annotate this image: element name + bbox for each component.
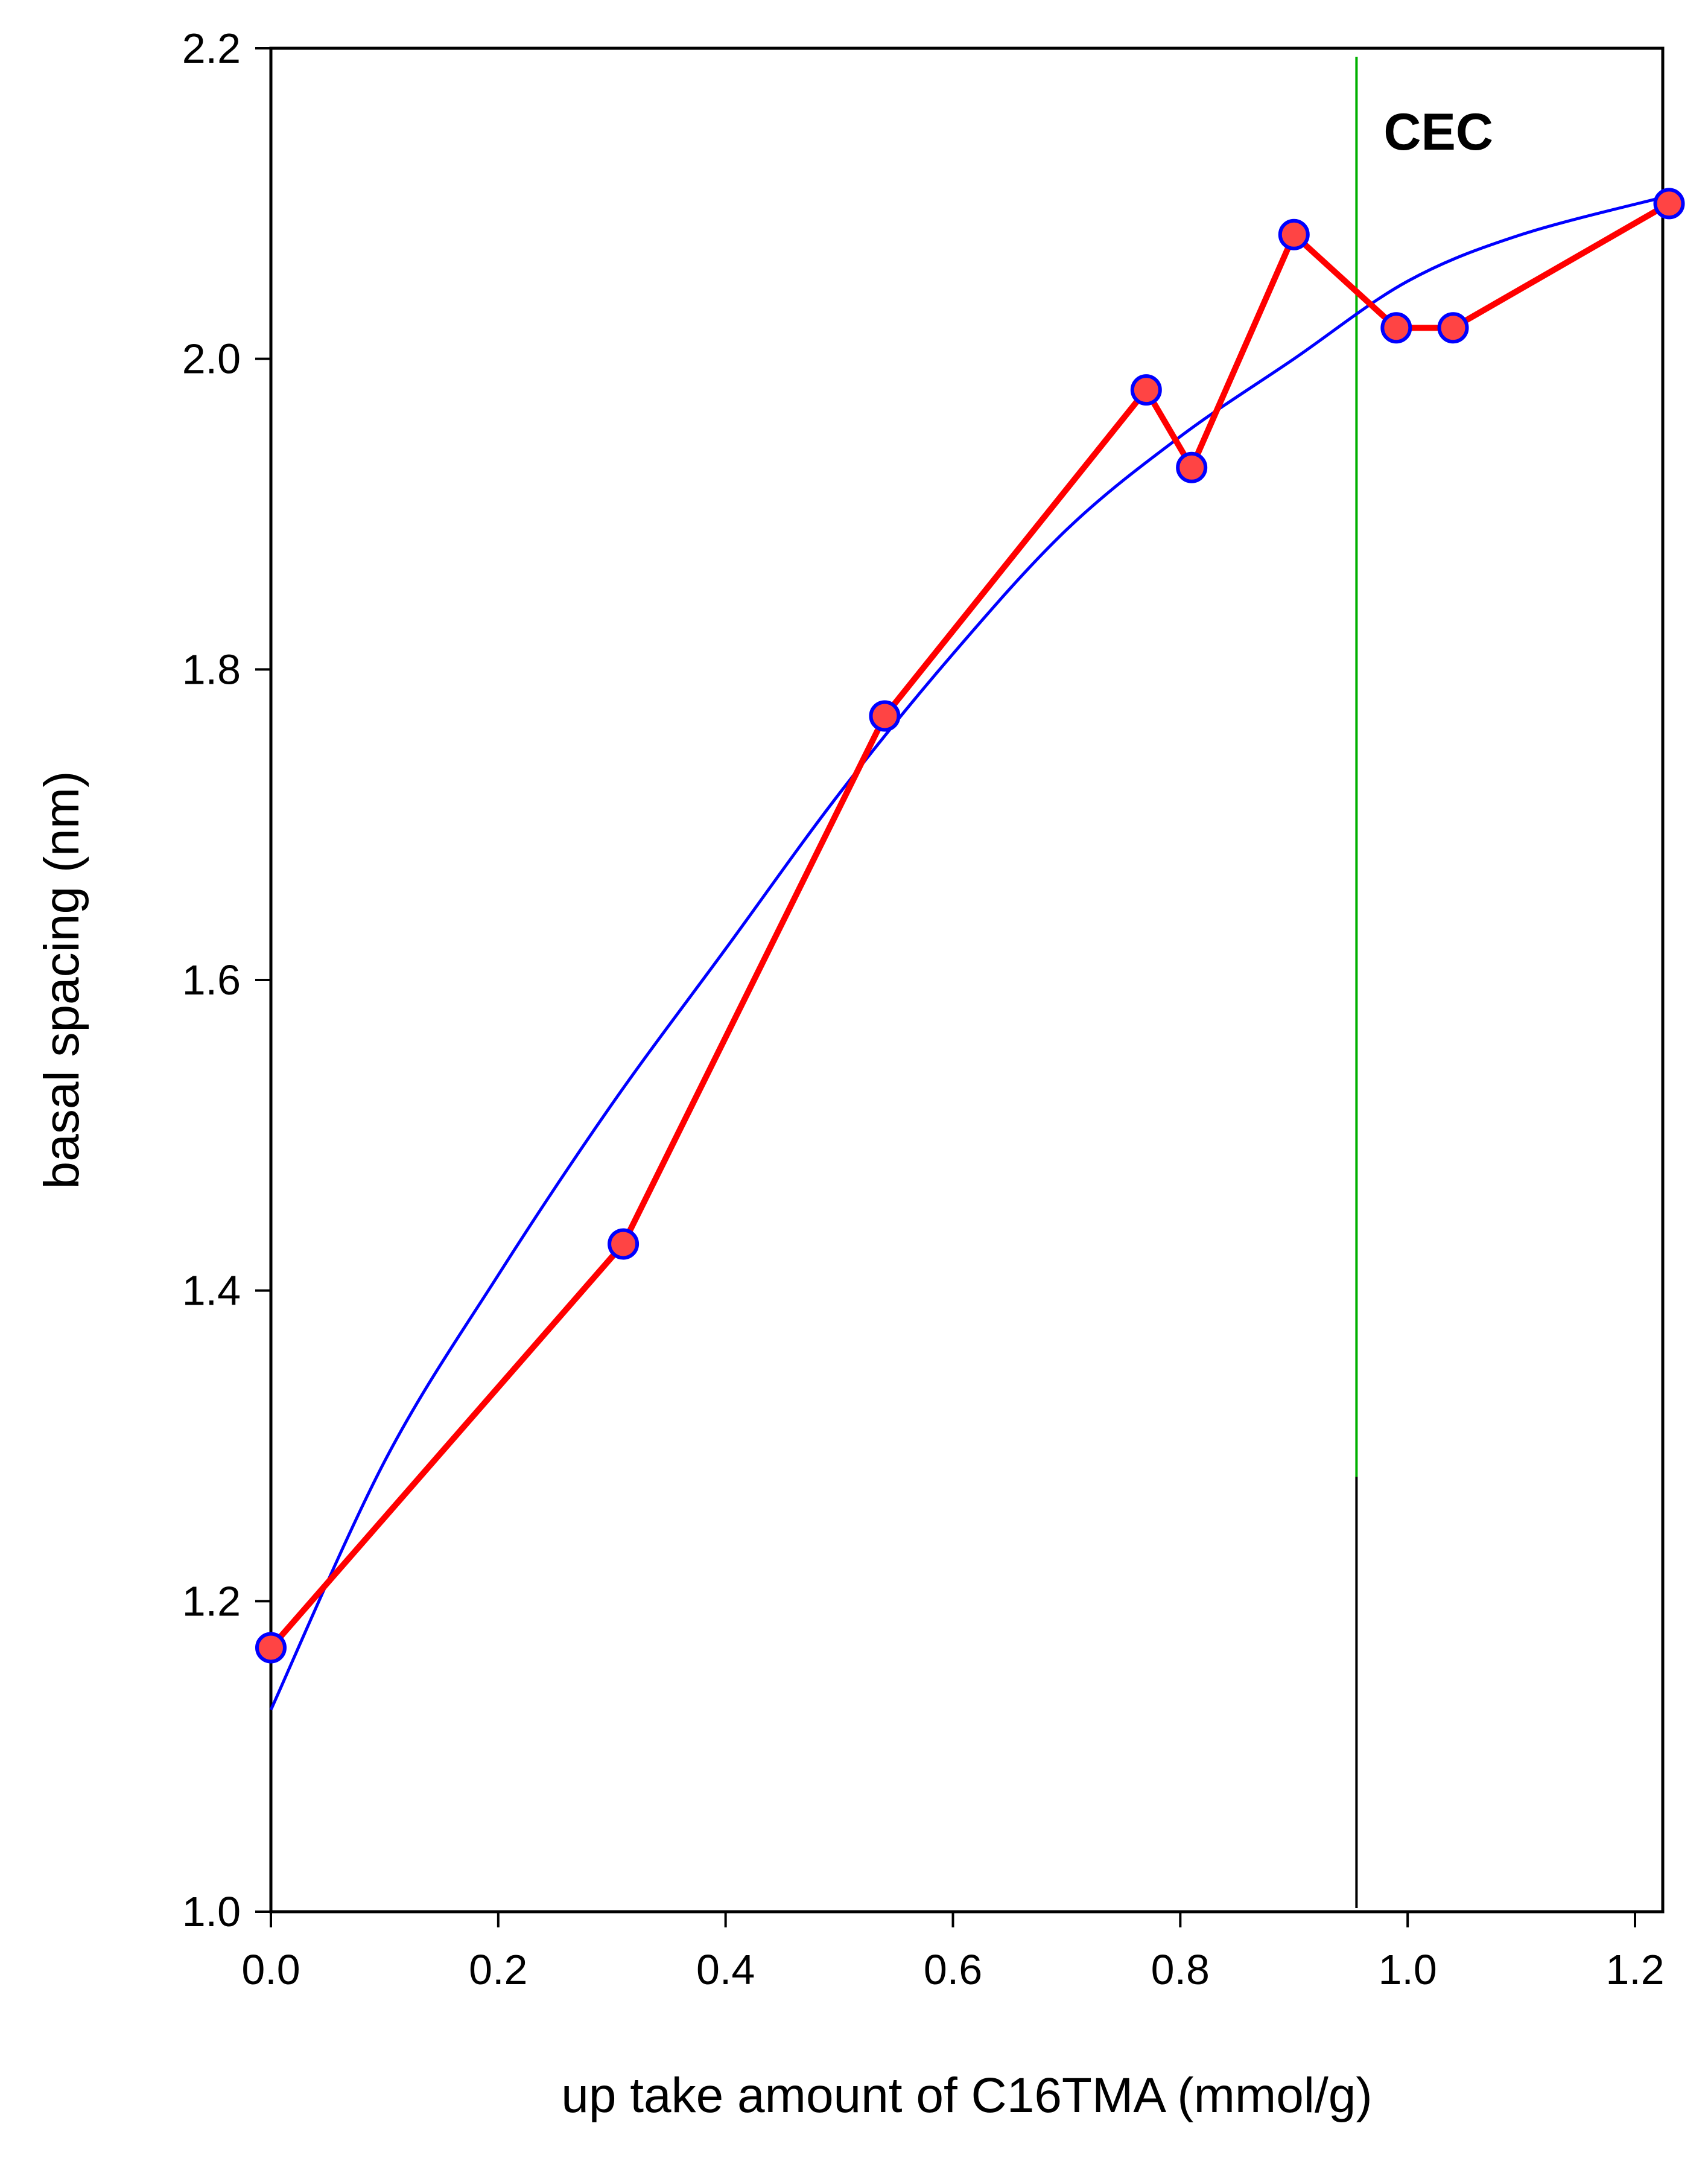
annotations: CEC [1355,57,1493,1908]
data-point [1653,188,1685,220]
cec-label: CEC [1383,103,1493,161]
y-axis-title: basal spacing (nm) [34,771,89,1189]
x-tick-label: 0.0 [241,1946,300,1993]
x-tick-label: 0.2 [469,1946,527,1993]
y-tick-label: 1.0 [182,1888,241,1935]
x-tick-label: 1.2 [1605,1946,1664,1993]
x-tick-label: 0.6 [924,1946,982,1993]
y-tick-label: 1.2 [182,1577,241,1624]
fit-curve [269,194,1670,1711]
data-point [1130,374,1162,406]
data-point [1176,451,1208,483]
y-tick-label: 1.8 [182,646,241,693]
y-tick-label: 1.6 [182,956,241,1004]
series [255,188,1685,1711]
x-tick-label: 0.4 [696,1946,755,1993]
y-tick-label: 2.0 [182,336,241,383]
x-tick-label: 1.0 [1379,1946,1437,1993]
x-axis-title: up take amount of C16TMA (mmol/g) [561,2068,1372,2123]
data-point [255,1632,287,1664]
x-tick-label: 0.8 [1151,1946,1210,1993]
ticks: 0.0 0.2 0.4 0.6 0.8 1.0 1.2 1.0 1.2 1.4 1.6 1.8 2.0 2… [182,25,1665,1993]
data-point [1380,312,1412,344]
data-line [268,200,1671,1650]
data-point [1278,218,1310,250]
data-point [1437,312,1469,344]
y-tick-label: 1.4 [182,1267,241,1314]
data-point [869,700,901,732]
y-tick-label: 2.2 [182,25,241,72]
data-point [608,1228,640,1260]
